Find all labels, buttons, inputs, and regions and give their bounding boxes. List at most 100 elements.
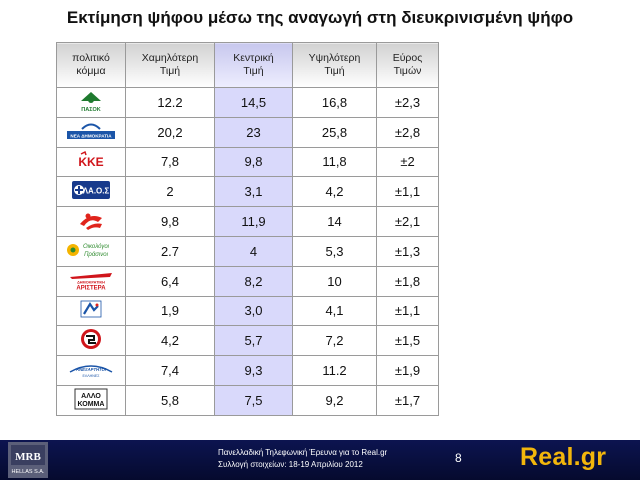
dimokratiki-aristera-logo: ΔΗΜΟΚΡΑΤΙΚΗ ΑΡΙΣΤΕΡΑ [66,269,116,291]
table-row: Οικολόγοι Πράσινοι 2.7 4 5,3 ±1,3 [56,235,439,267]
header-high: Υψηλότερη Τιμή [292,42,377,88]
mid-value: 14,5 [214,87,293,118]
footer-bar: MRB HELLAS S.A. Πανελλαδική Τηλεφωνική Έ… [0,440,640,480]
high-value: 25,8 [292,116,377,148]
range-value: ±1,5 [376,325,439,357]
pasok-logo: ΠΑΣΟΚ [71,89,111,113]
party-cell [56,325,126,357]
high-value: 11.2 [292,355,377,386]
mid-value: 9,3 [214,355,293,386]
low-value: 5,8 [125,384,215,416]
range-value: ±2,1 [376,206,439,237]
high-value: 5,3 [292,235,377,267]
anexartitoi-ellines-logo: ΑΝΕΞΑΡΤΗΤΟΙ ΕΛΛΗΝΕΣ [66,358,116,380]
party-cell: ΛΑ.Ο.Σ [56,176,126,208]
mid-value: 11,9 [214,206,293,237]
low-value: 1,9 [125,295,215,327]
range-value: ±1,7 [376,384,439,416]
svg-text:ΑΝΕΞΑΡΤΗΤΟΙ: ΑΝΕΞΑΡΤΗΤΟΙ [75,367,107,372]
high-value: 9,2 [292,384,377,416]
low-value: 9,8 [125,206,215,237]
party-cell [56,206,126,237]
svg-text:ΑΡΙΣΤΕΡΑ: ΑΡΙΣΤΕΡΑ [76,285,106,291]
table-row: ΝΕΑ ΔΗΜΟΚΡΑΤΙΑ 20,2 23 25,8 ±2,8 [56,116,439,148]
high-value: 7,2 [292,325,377,357]
party-cell: ΑΛΛΟ ΚΟΜΜΑ [56,384,126,416]
low-value: 6,4 [125,265,215,297]
range-value: ±2 [376,146,439,178]
table-row: ΠΑΣΟΚ 12.2 14,5 16,8 ±2,3 [56,87,439,118]
range-value: ±1,1 [376,176,439,208]
allo-komma-logo: ΑΛΛΟ ΚΟΜΜΑ [73,388,109,410]
laos-logo: ΛΑ.Ο.Σ [71,179,111,201]
high-value: 11,8 [292,146,377,178]
mid-value: 8,2 [214,265,293,297]
mid-value: 3,1 [214,176,293,208]
svg-text:HELLAS S.A.: HELLAS S.A. [11,469,44,475]
party-cell [56,295,126,327]
party-cell: Οικολόγοι Πράσινοι [56,235,126,267]
low-value: 2.7 [125,235,215,267]
range-value: ±1,3 [376,235,439,267]
party-cell: ΚΚΕ [56,146,126,178]
slide-title: Εκτίμηση ψήφου μέσω της αναγωγή στη διευ… [66,8,574,27]
svg-text:ΚΟΜΜΑ: ΚΟΜΜΑ [78,401,105,408]
range-value: ±1,8 [376,265,439,297]
svg-text:ΔΗΜΟΚΡΑΤΙΚΗ: ΔΗΜΟΚΡΑΤΙΚΗ [77,280,105,284]
mid-value: 23 [214,116,293,148]
footer-caption: Πανελλαδική Τηλεφωνική Έρευνα για το Rea… [218,447,387,471]
syriza-logo [76,208,106,232]
mid-value: 9,8 [214,146,293,178]
svg-text:ΚΚΕ: ΚΚΕ [78,155,103,169]
mid-value: 3,0 [214,295,293,327]
table-row: ΑΝΕΞΑΡΤΗΤΟΙ ΕΛΛΗΝΕΣ 7,4 9,3 11.2 ±1,9 [56,355,439,386]
chrysi-avgi-logo [79,327,103,351]
real-gr-logo: Real.gr [520,443,607,471]
header-party: πολιτικό κόμμα [56,42,126,88]
low-value: 2 [125,176,215,208]
table-header-row: πολιτικό κόμμα Χαμηλότερη Τιμή Κεντρική Τιμ… [56,42,439,88]
low-value: 12.2 [125,87,215,118]
header-range: Εύρος Τιμών [376,42,439,88]
table-row: 9,8 11,9 14 ±2,1 [56,206,439,237]
high-value: 4,2 [292,176,377,208]
footer-line-2: Συλλογή στοιχείων: 18-19 Απριλίου 2012 [218,460,363,469]
range-value: ±1,1 [376,295,439,327]
range-value: ±1,9 [376,355,439,386]
high-value: 16,8 [292,87,377,118]
svg-text:ΕΛΛΗΝΕΣ: ΕΛΛΗΝΕΣ [82,374,100,378]
svg-text:ΛΑ.Ο.Σ: ΛΑ.Ο.Σ [83,187,110,196]
range-value: ±2,8 [376,116,439,148]
svg-text:ΑΛΛΟ: ΑΛΛΟ [81,393,101,400]
party-cell: ΑΝΕΞΑΡΤΗΤΟΙ ΕΛΛΗΝΕΣ [56,355,126,386]
party-cell: ΔΗΜΟΚΡΑΤΙΚΗ ΑΡΙΣΤΕΡΑ [56,265,126,297]
high-value: 4,1 [292,295,377,327]
low-value: 20,2 [125,116,215,148]
low-value: 7,8 [125,146,215,178]
footer-line-1: Πανελλαδική Τηλεφωνική Έρευνα για το Rea… [218,448,388,457]
range-value: ±2,3 [376,87,439,118]
svg-text:ΠΑΣΟΚ: ΠΑΣΟΚ [81,107,101,113]
table-row: ΑΛΛΟ ΚΟΜΜΑ 5,8 7,5 9,2 ±1,7 [56,384,439,416]
high-value: 14 [292,206,377,237]
table-row: ΛΑ.Ο.Σ 2 3,1 4,2 ±1,1 [56,176,439,208]
mid-value: 4 [214,235,293,267]
kke-logo: ΚΚΕ [73,149,109,171]
dimar-blue-logo [76,298,106,320]
table-row: ΔΗΜΟΚΡΑΤΙΚΗ ΑΡΙΣΤΕΡΑ 6,4 8,2 10 ±1,8 [56,265,439,297]
vote-estimate-table: πολιτικό κόμμα Χαμηλότερη Τιμή Κεντρική Τιμ… [56,42,439,416]
svg-text:Οικολόγοι: Οικολόγοι [83,243,110,250]
table-row: ΚΚΕ 7,8 9,8 11,8 ±2 [56,146,439,178]
header-low: Χαμηλότερη Τιμή [125,42,215,88]
mid-value: 5,7 [214,325,293,357]
page-number: 8 [455,451,462,465]
table-row: 4,2 5,7 7,2 ±1,5 [56,325,439,357]
low-value: 4,2 [125,325,215,357]
mid-value: 7,5 [214,384,293,416]
party-cell: ΝΕΑ ΔΗΜΟΚΡΑΤΙΑ [56,116,126,148]
svg-text:ΝΕΑ ΔΗΜΟΚΡΑΤΙΑ: ΝΕΑ ΔΗΜΟΚΡΑΤΙΑ [70,133,112,138]
svg-text:Πράσινοι: Πράσινοι [84,252,108,258]
nea-dimokratia-logo: ΝΕΑ ΔΗΜΟΚΡΑΤΙΑ [66,119,116,143]
oikologoi-prasinoi-logo: Οικολόγοι Πράσινοι [65,238,117,262]
header-mid: Κεντρική Τιμή [214,42,293,88]
